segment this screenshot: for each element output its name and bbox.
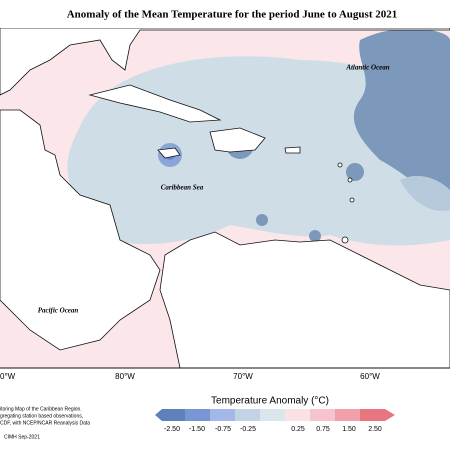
legend-tick-label: 2.50 (368, 426, 382, 433)
cool-patch (346, 163, 364, 181)
color-bin (310, 409, 335, 421)
color-bin (155, 409, 185, 421)
color-bin (185, 409, 210, 421)
island (349, 197, 355, 203)
legend-tick-label: 0.25 (291, 426, 305, 433)
island (337, 162, 343, 168)
strong-cool-anomaly (353, 28, 450, 200)
legend-title: Temperature Anomaly (°C) (211, 396, 329, 407)
color-bin (335, 409, 360, 421)
legend-tick-label: 0.75 (316, 426, 330, 433)
longitude-label: 80°W (115, 372, 135, 381)
legend-tick-label: -2.50 (164, 426, 180, 433)
ocean-label: Caribbean Sea (161, 184, 204, 192)
color-bin (260, 409, 285, 421)
central-america (0, 109, 161, 351)
color-bin (210, 409, 235, 421)
island (347, 177, 353, 183)
source-text: gregating station based observations, (0, 413, 83, 419)
jamaica (157, 147, 181, 159)
cuba (88, 84, 222, 123)
color-bin (285, 409, 310, 421)
footer: CIMH Sep-2021 (4, 434, 40, 440)
island (341, 236, 349, 244)
ocean-label: Atlantic Ocean (345, 64, 389, 72)
source-text: CDF, with NCEP/NCAR Reanalysis Data (0, 420, 90, 426)
legend-tick-label: 1.50 (342, 426, 356, 433)
legend-ticks: -2.50 -1.50 -0.75 -0.25 0.25 0.75 1.50 2.50 (164, 426, 382, 433)
color-bin (360, 409, 395, 421)
cool-patch (309, 230, 321, 242)
longitude-label: 60°W (360, 372, 380, 381)
cool-anomaly (400, 175, 450, 211)
color-bin (235, 409, 260, 421)
map: Atlantic Ocean Caribbean Sea Pacific Oce… (0, 28, 450, 368)
legend-tick-label: -1.50 (189, 426, 205, 433)
legend-tick-label: -0.75 (215, 426, 231, 433)
ocean-label: Pacific Ocean (38, 307, 79, 315)
legend-tick-label: -0.25 (240, 426, 256, 433)
puerto-rico (284, 146, 301, 154)
source-text: itoring Map of the Caribbean Region. (0, 406, 82, 412)
south-america (159, 231, 450, 368)
longitude-label: 0°W (0, 372, 16, 381)
title: Anomaly of the Mean Temperature for the … (67, 9, 398, 21)
colorbar (155, 409, 395, 421)
longitude-label: 70°W (233, 372, 253, 381)
hispaniola (209, 127, 266, 153)
cool-patch (256, 214, 268, 226)
north-america (0, 28, 450, 96)
